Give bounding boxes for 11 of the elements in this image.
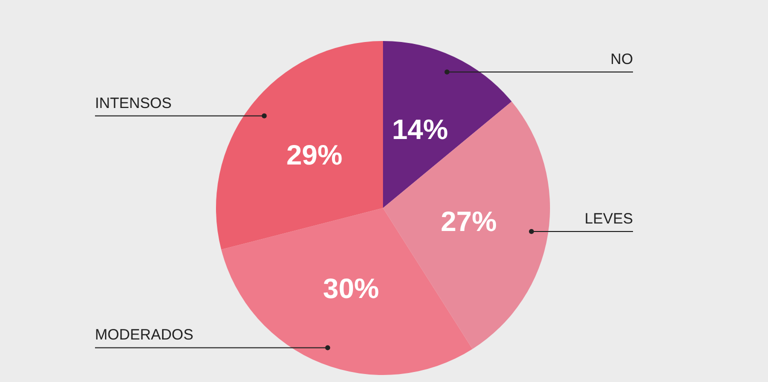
pie-slice [383, 41, 512, 208]
pie-slice [383, 102, 550, 350]
data-label: 29% [286, 139, 343, 170]
slice-label: NO [610, 51, 633, 68]
slice-label: LEVES [584, 210, 633, 228]
slice-label: MODERADOS [95, 326, 194, 344]
pie-slice [216, 41, 383, 250]
data-label: 30% [323, 273, 380, 304]
data-label: 27% [440, 206, 497, 238]
slice-label: INTENSOS [95, 94, 172, 112]
data-label: 14% [392, 114, 448, 145]
